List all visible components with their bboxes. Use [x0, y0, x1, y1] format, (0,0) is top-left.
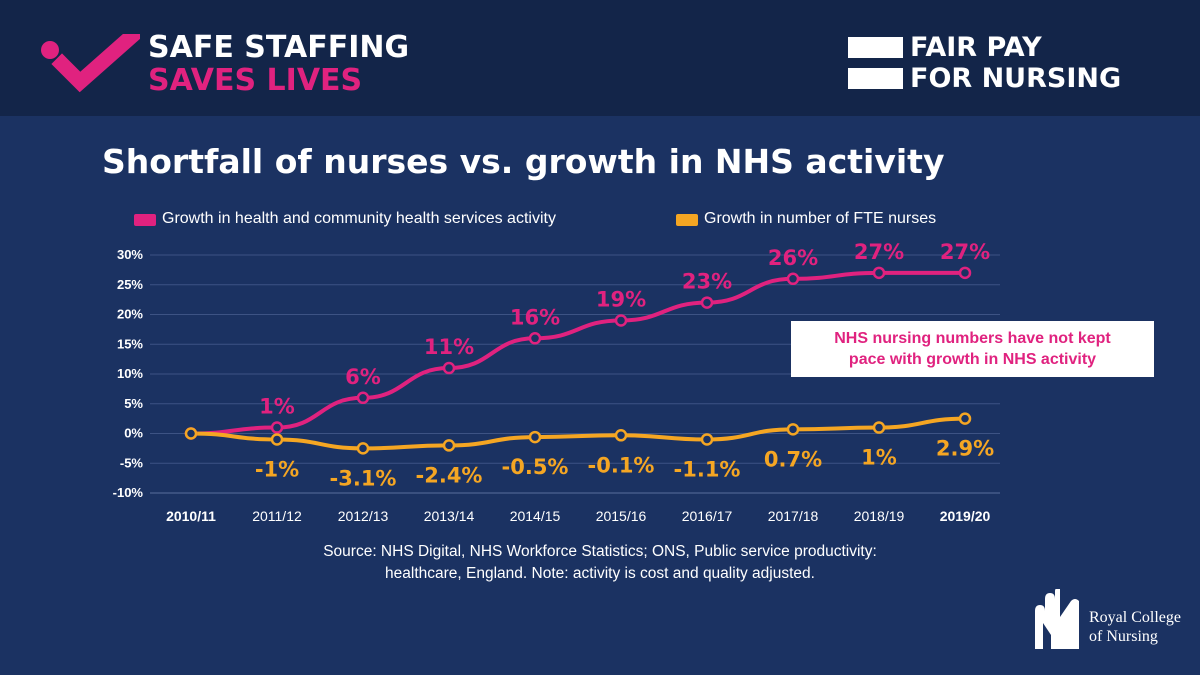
- nurses-point: [270, 433, 284, 446]
- brand-title-line2: SAVES LIVES: [148, 63, 363, 98]
- nurses-data-label: 2.9%: [936, 437, 994, 461]
- x-tick-label: 2016/17: [682, 508, 733, 524]
- header-bar: SAFE STAFFING SAVES LIVES FAIR PAY FOR N…: [0, 0, 1200, 116]
- nurses-data-label: -1.1%: [674, 457, 741, 481]
- fair-pay-line1: FAIR PAY: [910, 32, 1042, 63]
- nurses-point: [958, 412, 972, 425]
- activity-point: [614, 314, 628, 327]
- bar-icon: [848, 68, 903, 89]
- activity-point: [700, 296, 714, 309]
- callout-box: NHS nursing numbers have not kept pace w…: [791, 321, 1154, 377]
- nurses-point: [442, 439, 456, 452]
- activity-point: [872, 266, 886, 280]
- x-tick-label: 2017/18: [768, 508, 819, 524]
- y-tick-label: -5%: [120, 455, 144, 470]
- y-tick-label: 15%: [117, 336, 143, 351]
- legend-label: Growth in health and community health se…: [162, 210, 556, 227]
- x-tick-label: 2019/20: [940, 508, 991, 524]
- bar-icon: [848, 37, 903, 58]
- activity-point: [958, 266, 972, 280]
- y-tick-label: 20%: [117, 307, 143, 322]
- activity-data-label: 27%: [854, 240, 904, 264]
- nurses-point: [872, 421, 886, 434]
- chart-title: Shortfall of nurses vs. growth in NHS ac…: [102, 142, 945, 181]
- nurses-series-line: [189, 416, 967, 451]
- activity-data-label: 1%: [259, 395, 295, 419]
- x-tick-label: 2014/15: [510, 508, 561, 524]
- y-tick-label: 25%: [117, 277, 143, 292]
- activity-point: [270, 421, 284, 434]
- nurses-data-label: -0.5%: [502, 455, 569, 479]
- nurses-point: [786, 423, 800, 436]
- x-tick-label: 2010/11: [166, 508, 216, 524]
- activity-data-label: 19%: [596, 287, 646, 311]
- nurses-data-label: -2.4%: [416, 463, 483, 487]
- x-tick-label: 2013/14: [424, 508, 475, 524]
- brand-title-line1: SAFE STAFFING: [148, 30, 410, 65]
- activity-point: [528, 332, 542, 345]
- x-tick-label: 2018/19: [854, 508, 905, 524]
- nurses-point: [356, 442, 370, 455]
- activity-data-label: 23%: [682, 270, 732, 294]
- callout-line1: NHS nursing numbers have not kept: [834, 330, 1111, 347]
- activity-data-label: 11%: [424, 335, 474, 359]
- nurses-data-label: -3.1%: [330, 466, 397, 490]
- activity-data-label: 16%: [510, 305, 560, 329]
- nurses-data-label: -1%: [255, 457, 299, 481]
- y-tick-label: -10%: [113, 485, 144, 500]
- x-tick-label: 2011/12: [252, 508, 302, 524]
- rcn-line1: Royal College: [1089, 609, 1181, 626]
- activity-data-label: 6%: [345, 365, 381, 389]
- nurses-data-label: 0.7%: [764, 447, 822, 471]
- legend-label: Growth in number of FTE nurses: [704, 210, 937, 227]
- source-line1: Source: NHS Digital, NHS Workforce Stati…: [323, 543, 877, 560]
- x-tick-label: 2012/13: [338, 508, 389, 524]
- nurses-point: [184, 427, 198, 440]
- legend-swatch: [676, 214, 698, 226]
- y-tick-label: 30%: [117, 247, 143, 262]
- rcn-line2: of Nursing: [1089, 628, 1158, 645]
- activity-series-line: [189, 270, 967, 436]
- y-tick-label: 10%: [117, 366, 143, 381]
- activity-point: [442, 361, 456, 375]
- activity-data-label: 26%: [768, 246, 818, 270]
- source-note: Source: NHS Digital, NHS Workforce Stati…: [180, 541, 1020, 585]
- source-line2: healthcare, England. Note: activity is c…: [385, 565, 815, 582]
- fair-pay-line2: FOR NURSING: [910, 63, 1122, 94]
- nurses-data-label: -0.1%: [588, 453, 655, 477]
- nurses-point: [700, 433, 714, 446]
- legend-swatch: [134, 214, 156, 226]
- rcn-logo: Royal College of Nursing: [1027, 588, 1181, 655]
- activity-point: [356, 391, 370, 405]
- callout-line2: pace with growth in NHS activity: [848, 351, 1097, 368]
- activity-data-label: 27%: [940, 240, 990, 264]
- nurses-point: [528, 430, 542, 444]
- rcn-hands-icon: [1035, 588, 1079, 649]
- x-tick-label: 2015/16: [596, 508, 647, 524]
- checkmark-icon: [41, 34, 140, 93]
- nurses-data-label: 1%: [861, 446, 897, 470]
- nurses-point: [614, 429, 628, 442]
- activity-point: [786, 272, 800, 286]
- y-tick-label: 0%: [124, 426, 143, 441]
- y-tick-label: 5%: [124, 396, 143, 411]
